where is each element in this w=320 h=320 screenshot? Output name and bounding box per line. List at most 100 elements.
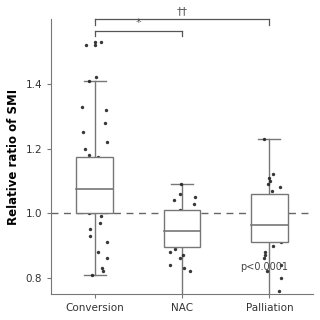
Point — [97, 201, 102, 206]
Point — [105, 240, 110, 245]
Point — [270, 224, 276, 229]
Point — [179, 224, 184, 229]
Point — [167, 240, 172, 245]
Point — [267, 178, 272, 183]
Point — [265, 198, 270, 203]
Point — [103, 107, 108, 112]
Point — [98, 220, 103, 226]
Point — [262, 253, 267, 258]
Point — [261, 256, 267, 261]
Point — [99, 181, 104, 187]
Point — [92, 204, 97, 209]
Point — [94, 175, 99, 180]
Point — [256, 214, 261, 219]
Point — [88, 233, 93, 238]
Point — [104, 256, 109, 261]
Point — [271, 220, 276, 226]
Point — [169, 228, 174, 234]
Point — [181, 266, 187, 271]
Point — [255, 219, 260, 224]
Point — [180, 253, 185, 258]
Point — [168, 262, 173, 268]
Point — [79, 169, 84, 174]
Point — [278, 211, 284, 216]
Point — [266, 181, 271, 187]
Point — [277, 204, 282, 209]
Point — [269, 217, 275, 222]
Point — [83, 43, 88, 48]
Point — [101, 269, 106, 274]
Text: *: * — [136, 18, 141, 28]
Point — [101, 165, 107, 171]
Point — [269, 195, 275, 200]
Point — [264, 269, 269, 274]
Point — [188, 269, 193, 274]
Point — [93, 172, 98, 177]
Bar — [251, 194, 288, 242]
Bar — [164, 210, 200, 247]
Point — [92, 39, 97, 44]
Point — [90, 272, 95, 277]
Text: p<0.0001: p<0.0001 — [240, 262, 288, 272]
Point — [87, 211, 92, 216]
Point — [83, 183, 88, 188]
Point — [95, 154, 100, 159]
Point — [259, 207, 264, 212]
Point — [86, 78, 91, 83]
Point — [270, 172, 276, 177]
Point — [92, 178, 97, 183]
Text: ††: †† — [177, 7, 188, 17]
Point — [80, 130, 85, 135]
Point — [272, 312, 277, 317]
Point — [178, 211, 183, 216]
Point — [192, 201, 197, 206]
Point — [83, 190, 88, 195]
Point — [95, 250, 100, 255]
Point — [278, 240, 283, 245]
Point — [92, 43, 97, 48]
Point — [87, 152, 92, 157]
Point — [177, 191, 182, 196]
Point — [266, 201, 271, 206]
Point — [98, 214, 103, 219]
Point — [174, 243, 180, 248]
Point — [183, 236, 188, 242]
Point — [177, 256, 182, 261]
Point — [267, 175, 272, 180]
Point — [93, 75, 98, 80]
Point — [82, 195, 87, 200]
Point — [262, 250, 267, 255]
Point — [104, 140, 109, 145]
Point — [186, 233, 191, 238]
Point — [265, 233, 270, 238]
Point — [276, 227, 282, 232]
Point — [167, 227, 172, 232]
Y-axis label: Relative ratio of SMI: Relative ratio of SMI — [7, 89, 20, 225]
Point — [193, 195, 198, 200]
Point — [271, 236, 276, 242]
Point — [177, 207, 182, 212]
Point — [168, 250, 173, 255]
Point — [171, 198, 176, 203]
Point — [270, 188, 275, 193]
Point — [99, 39, 104, 44]
Point — [261, 136, 266, 141]
Point — [104, 159, 109, 164]
Point — [80, 188, 85, 193]
Point — [276, 288, 281, 293]
Point — [270, 243, 275, 248]
Point — [80, 104, 85, 109]
Point — [176, 220, 181, 226]
Point — [88, 227, 93, 232]
Point — [277, 185, 282, 190]
Point — [83, 146, 88, 151]
Point — [99, 185, 104, 190]
Point — [278, 275, 284, 280]
Point — [179, 217, 184, 222]
Point — [172, 246, 177, 251]
Point — [87, 198, 92, 203]
Point — [178, 181, 183, 187]
Point — [103, 120, 108, 125]
Point — [99, 266, 104, 271]
Bar — [76, 157, 113, 213]
